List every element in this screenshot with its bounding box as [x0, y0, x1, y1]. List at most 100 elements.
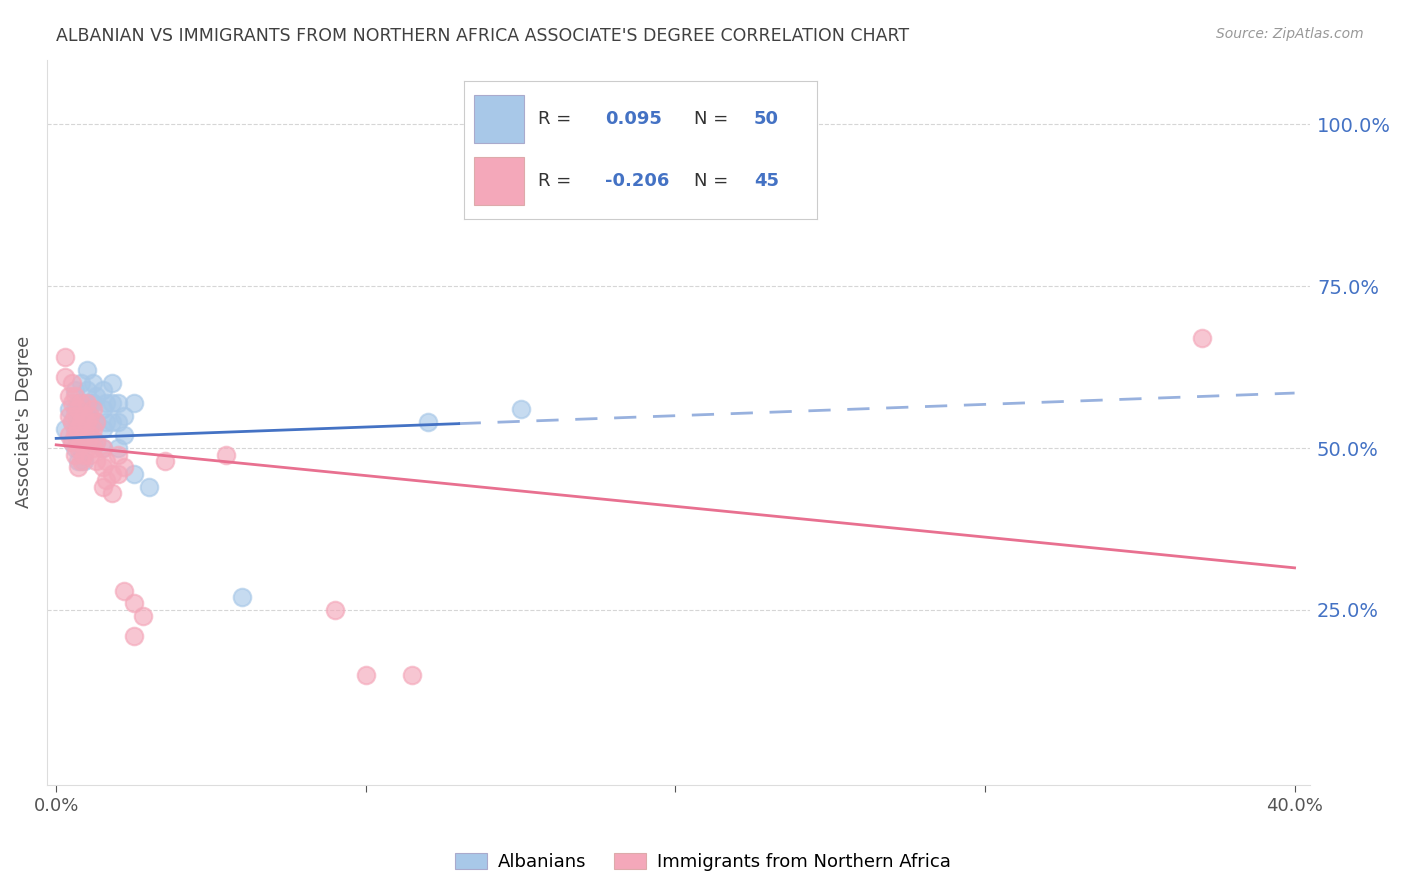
Point	[112, 583, 135, 598]
Point	[86, 415, 108, 429]
Point	[91, 480, 114, 494]
Point	[70, 422, 93, 436]
Point	[509, 402, 531, 417]
Point	[76, 434, 98, 449]
Point	[82, 415, 104, 429]
Point	[79, 415, 101, 429]
Point	[107, 448, 129, 462]
Point	[354, 667, 377, 681]
Point	[122, 396, 145, 410]
Point	[76, 363, 98, 377]
Point	[66, 402, 89, 417]
Point	[91, 422, 114, 436]
Point	[91, 402, 114, 417]
Point	[70, 402, 93, 417]
Point	[73, 434, 96, 449]
Point	[107, 396, 129, 410]
Point	[63, 448, 86, 462]
Point	[66, 441, 89, 455]
Point	[94, 415, 117, 429]
Point	[70, 396, 93, 410]
Point	[101, 467, 124, 481]
Point	[60, 396, 83, 410]
Point	[401, 667, 423, 681]
Point	[55, 422, 77, 436]
Point	[63, 422, 86, 436]
Point	[82, 396, 104, 410]
Point	[66, 434, 89, 449]
Point	[101, 376, 124, 391]
Point	[73, 428, 96, 442]
Point	[76, 415, 98, 429]
Point	[79, 396, 101, 410]
Point	[76, 402, 98, 417]
Point	[79, 409, 101, 423]
Point	[76, 383, 98, 397]
Point	[66, 415, 89, 429]
Point	[76, 396, 98, 410]
Point	[323, 603, 346, 617]
Point	[79, 448, 101, 462]
Point	[66, 396, 89, 410]
Point	[101, 415, 124, 429]
Point	[82, 434, 104, 449]
Point	[73, 415, 96, 429]
Point	[122, 467, 145, 481]
Point	[86, 434, 108, 449]
Text: Source: ZipAtlas.com: Source: ZipAtlas.com	[1216, 27, 1364, 41]
Point	[101, 486, 124, 500]
Point	[63, 428, 86, 442]
Point	[82, 402, 104, 417]
Point	[58, 428, 80, 442]
Point	[94, 396, 117, 410]
Point	[79, 428, 101, 442]
Point	[73, 448, 96, 462]
Point	[94, 474, 117, 488]
Point	[107, 441, 129, 455]
Point	[55, 351, 77, 365]
Point	[215, 448, 238, 462]
Point	[70, 454, 93, 468]
Text: ALBANIAN VS IMMIGRANTS FROM NORTHERN AFRICA ASSOCIATE'S DEGREE CORRELATION CHART: ALBANIAN VS IMMIGRANTS FROM NORTHERN AFR…	[56, 27, 910, 45]
Point	[60, 434, 83, 449]
Point	[79, 434, 101, 449]
Point	[107, 467, 129, 481]
Point	[86, 415, 108, 429]
Point	[122, 629, 145, 643]
Point	[73, 409, 96, 423]
Point	[55, 369, 77, 384]
Point	[231, 590, 253, 604]
Point	[82, 441, 104, 455]
Point	[63, 389, 86, 403]
Point	[91, 383, 114, 397]
Point	[112, 460, 135, 475]
Point	[122, 597, 145, 611]
Point	[58, 409, 80, 423]
Point	[66, 460, 89, 475]
Point	[91, 441, 114, 455]
Point	[82, 422, 104, 436]
Point	[73, 454, 96, 468]
Point	[107, 415, 129, 429]
Point	[63, 441, 86, 455]
Point	[132, 609, 155, 624]
Point	[112, 428, 135, 442]
Point	[63, 402, 86, 417]
Point	[82, 376, 104, 391]
Point	[86, 454, 108, 468]
Point	[86, 434, 108, 449]
Point	[66, 422, 89, 436]
Point	[101, 396, 124, 410]
Point	[138, 480, 160, 494]
Legend: Albanians, Immigrants from Northern Africa: Albanians, Immigrants from Northern Afri…	[447, 846, 959, 879]
Point	[58, 389, 80, 403]
Point	[66, 454, 89, 468]
Point	[60, 434, 83, 449]
Point	[70, 441, 93, 455]
Point	[112, 409, 135, 423]
Point	[94, 454, 117, 468]
Point	[58, 402, 80, 417]
Point	[91, 460, 114, 475]
Point	[63, 383, 86, 397]
Point	[86, 389, 108, 403]
